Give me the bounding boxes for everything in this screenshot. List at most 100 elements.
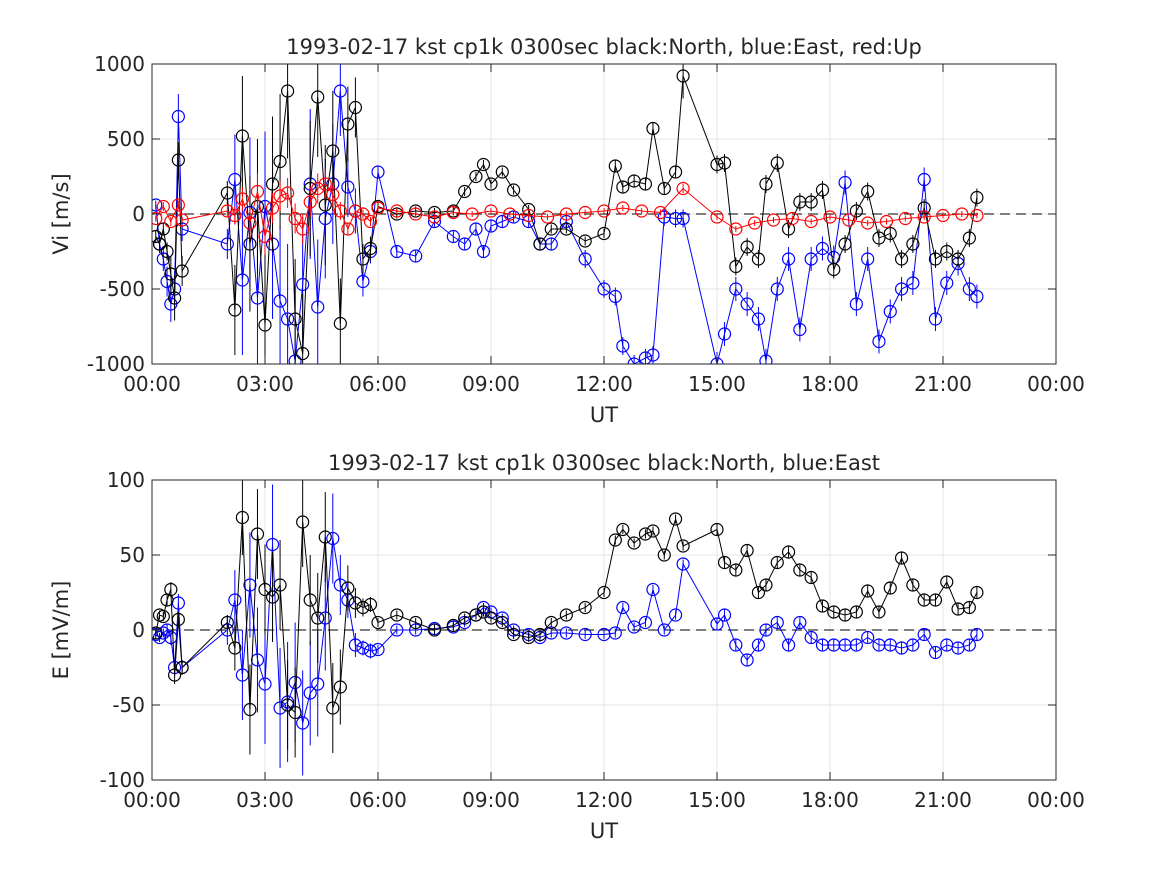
data-point [970,208,984,223]
data-point [559,222,573,236]
data-point [770,156,784,170]
data-point [646,121,660,136]
chart-title-electric-field: 1993-02-17 kst cp1k 0300sec black:North,… [328,451,880,475]
data-point [970,627,984,642]
data-point [815,241,830,256]
data-point [311,90,325,104]
data-point [940,575,954,589]
data-point [160,244,174,259]
data-point [729,638,743,652]
data-point [296,716,310,730]
x-tick-label: 12:00 [575,372,633,396]
data-point [770,282,784,296]
data-point [303,593,317,607]
data-point [228,593,242,607]
data-point [311,677,325,691]
data-point [363,644,378,658]
data-point [668,165,683,179]
series-east [152,484,984,776]
data-point [152,198,163,212]
data-point [476,244,491,259]
data-point [326,531,340,546]
data-point [781,545,796,559]
data-point [427,623,442,637]
data-point [265,590,280,604]
x-tick-label: 18:00 [801,372,859,396]
data-point [729,282,743,296]
y-tick-labels-velocity: 1000 500 0 -500 -1000 [87,52,145,376]
data-point [951,252,965,266]
data-point [657,623,671,637]
data-point [250,653,265,667]
data-point [759,578,773,592]
data-point [175,660,189,675]
data-point [333,84,347,98]
data-point [962,282,976,296]
data-point [363,597,378,612]
data-point [627,536,641,550]
x-axis-label-velocity: UT [590,403,618,427]
data-point [804,630,818,645]
data-point [676,539,690,553]
data-point [220,204,234,218]
data-point [668,512,683,526]
data-point [171,612,185,627]
data-point [838,237,852,251]
data-point [371,201,385,215]
data-point [729,222,743,236]
data-point [469,169,483,184]
data-point [341,222,355,236]
data-point [717,608,732,622]
data-point [348,204,362,218]
data-point [171,198,185,212]
data-point [273,154,287,169]
data-point [748,216,762,230]
data-point [318,530,332,544]
data-point [657,548,671,562]
data-point [917,593,931,607]
data-point [751,312,766,326]
data-point [638,177,653,191]
data-point [156,252,170,266]
data-point [390,608,404,622]
data-point [894,551,909,565]
data-point [653,205,668,220]
data-point [872,638,886,652]
data-point [710,617,724,631]
data-point [544,237,558,251]
data-point [849,204,863,218]
data-point [250,527,265,541]
data-point [962,231,976,245]
data-point [849,297,863,311]
data-point [288,705,302,720]
data-point [638,615,653,630]
data-point [676,181,690,196]
data-point [258,318,272,332]
data-point [970,289,984,304]
data-point [597,585,611,600]
data-point [804,570,818,585]
series-line [155,517,978,714]
data-point [627,620,641,634]
data-point [883,581,897,595]
data-point [578,627,592,642]
data-point [333,578,347,592]
series-layer-electric-field [152,480,984,776]
data-point [540,210,555,224]
chart-title-velocity: 1993-02-17 kst cp1k 0300sec black:North,… [286,35,922,59]
data-point [281,312,295,326]
data-point [409,207,423,221]
x-tick-label: 00:00 [1027,788,1085,812]
y-tick-labels-electric-field: 100 50 0 -50 -100 [100,468,145,792]
data-point [296,277,310,292]
data-point [341,180,355,194]
data-point [507,183,521,197]
data-point [465,207,479,221]
data-point [371,642,385,657]
data-point [333,316,347,331]
data-point [318,611,332,625]
data-point [484,177,498,191]
data-point [156,199,170,214]
data-point [872,334,886,349]
data-point [815,183,830,197]
